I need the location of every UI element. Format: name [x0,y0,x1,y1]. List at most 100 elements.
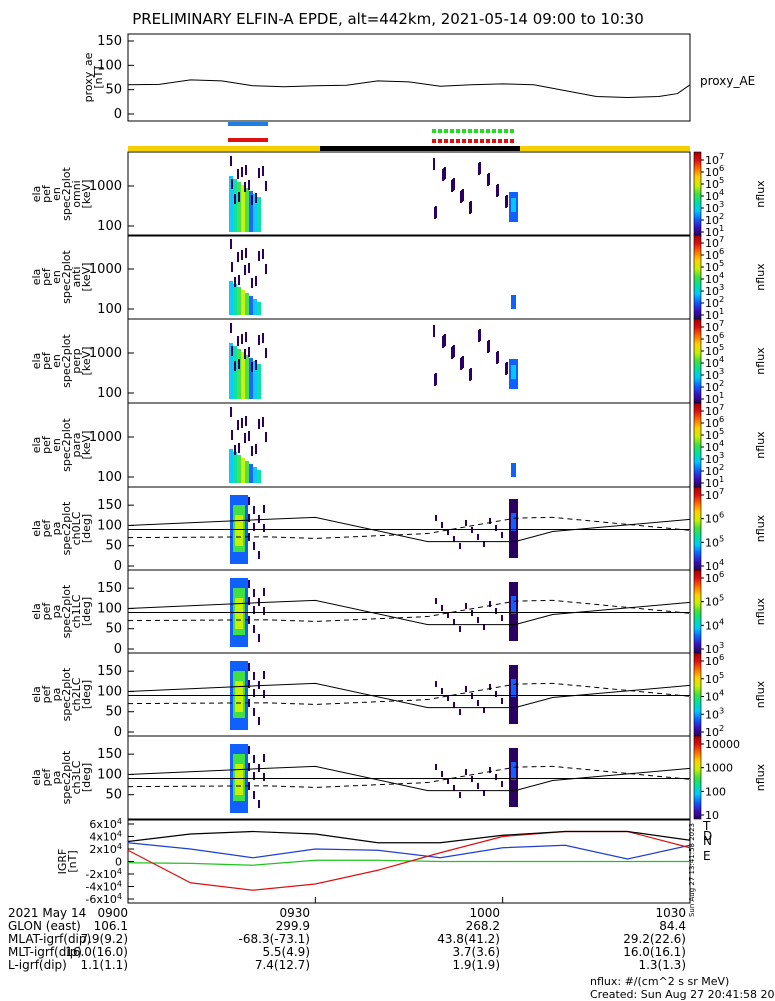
pitch-angle-tick-label: 0 [114,559,122,574]
cbar-tick-label: 103 [705,199,724,215]
cbar-tick-label: 102 [705,723,724,739]
cbar-tick-label: 105 [705,175,724,191]
pitch-angle-tick-label: 50 [105,539,122,554]
anti-loss-cone-line [127,682,691,705]
cbar-tick-label: 106 [705,163,724,179]
cbar-tick-label: 104 [705,354,724,370]
spectrogram-ylabel: spec2plot [60,250,73,304]
footer-cell: 299.9 [275,919,310,933]
pitch-angle-ylabel: [deg] [80,514,93,543]
igrf-tick-label: 2x104 [89,842,122,856]
speckle [237,252,239,262]
zone-tick-green [474,129,478,133]
cbar-tick-label: 101 [705,223,724,239]
igrf-tick-label: -4x104 [85,880,122,894]
speckle [258,168,260,178]
zone-tick-green [444,129,448,133]
igrf-ylabel: IGRF [56,849,69,875]
cbar-tick-label: 10 [705,809,719,822]
orbit-bar-segment [128,146,320,151]
proxy-ae-tick-label: 150 [97,34,122,49]
speckle [248,746,250,754]
footer-cell: -68.3(-73.1) [238,932,310,946]
speckle [248,663,250,671]
footer-cell: 1.9(1.9) [452,958,500,972]
footer-cell: 106.1 [93,919,128,933]
flux-patch [511,295,516,309]
cbar-tick-label: 102 [705,462,724,478]
cbar-tick-label: 103 [705,640,724,656]
speckle [241,418,243,428]
speckle [447,529,449,535]
flux-blob [229,323,267,399]
pa-flux [511,596,516,614]
speckle [262,417,264,427]
spectrogram-ylabel: omni [70,180,83,207]
pitch-angle-ylabel: spec2plot [60,584,73,638]
pitch-angle-ylabel: pef [40,685,53,704]
speckle [253,708,255,716]
proxy-ae-tick-label: 50 [105,83,122,98]
cbar-tick-label: 104 [705,438,724,454]
cbar-tick-label: 105 [705,426,724,442]
speckle [253,791,255,799]
cbar-tick-label: 104 [705,616,724,632]
speckle [462,356,464,368]
speckle [489,601,491,607]
pitch-angle-tick-label: 0 [114,725,122,740]
speckle [234,277,236,287]
footer-cell: 7.9(9.2) [80,932,128,946]
speckle [477,700,479,706]
footer-row-label: MLAT-igrf(dip) [8,932,92,946]
cbar-tick-label: 1000 [705,762,733,775]
cbar-tick-label: 106 [705,330,724,346]
flux-column [233,346,237,399]
spectrogram-ylabel: en [50,438,63,452]
spectrogram-tick-label: 1000 [89,346,122,361]
flux-column [257,364,261,399]
pitch-angle-tick-label: 100 [97,518,122,533]
pitch-angle-ylabel: pef [40,768,53,787]
flux-column [229,449,233,483]
speckle [483,790,485,796]
speckle [265,181,267,191]
cbar-tick-label: 104 [705,557,724,573]
pitch-angle-tick-label: 50 [105,705,122,720]
speckle [253,772,255,780]
speckle [483,624,485,630]
speckle [495,608,497,614]
speckle [241,250,243,260]
flux-blob [229,239,267,315]
zone-tick-green [492,129,496,133]
speckle [433,158,435,170]
speckle [251,446,253,456]
cbar-tick-label: 107 [705,234,724,250]
cbar-tick-label: 103 [705,705,724,721]
zone-tick-red [438,139,442,143]
speckle [465,520,467,526]
flux-column [245,188,249,232]
zone-tick-red [480,139,484,143]
speckle [234,445,236,455]
zone-tick-red [498,139,502,143]
cbar-tick-label: 106 [705,246,724,262]
cbar-tick-label: 104 [705,270,724,286]
pa-flux [511,679,516,697]
footer-cell: 16.0(16.1) [623,945,686,959]
speckle [255,276,257,286]
pitch-angle-ch3LC-frame [127,735,691,820]
cbar-tick-label: 105 [705,593,724,609]
cbar-tick-label: 104 [705,688,724,704]
speckle [477,617,479,623]
speckle [244,265,246,275]
speckle [488,173,490,185]
zone-tick-red [486,139,490,143]
speckle [447,612,449,618]
speckle [435,515,437,521]
speckle [237,420,239,430]
speckle [245,248,247,258]
side-timestamp: Sun Aug 27 13:41:58 2023 [688,823,696,917]
speckle [453,619,455,625]
flux-column [253,299,257,315]
spectrogram-ylabel: ela [30,437,43,454]
